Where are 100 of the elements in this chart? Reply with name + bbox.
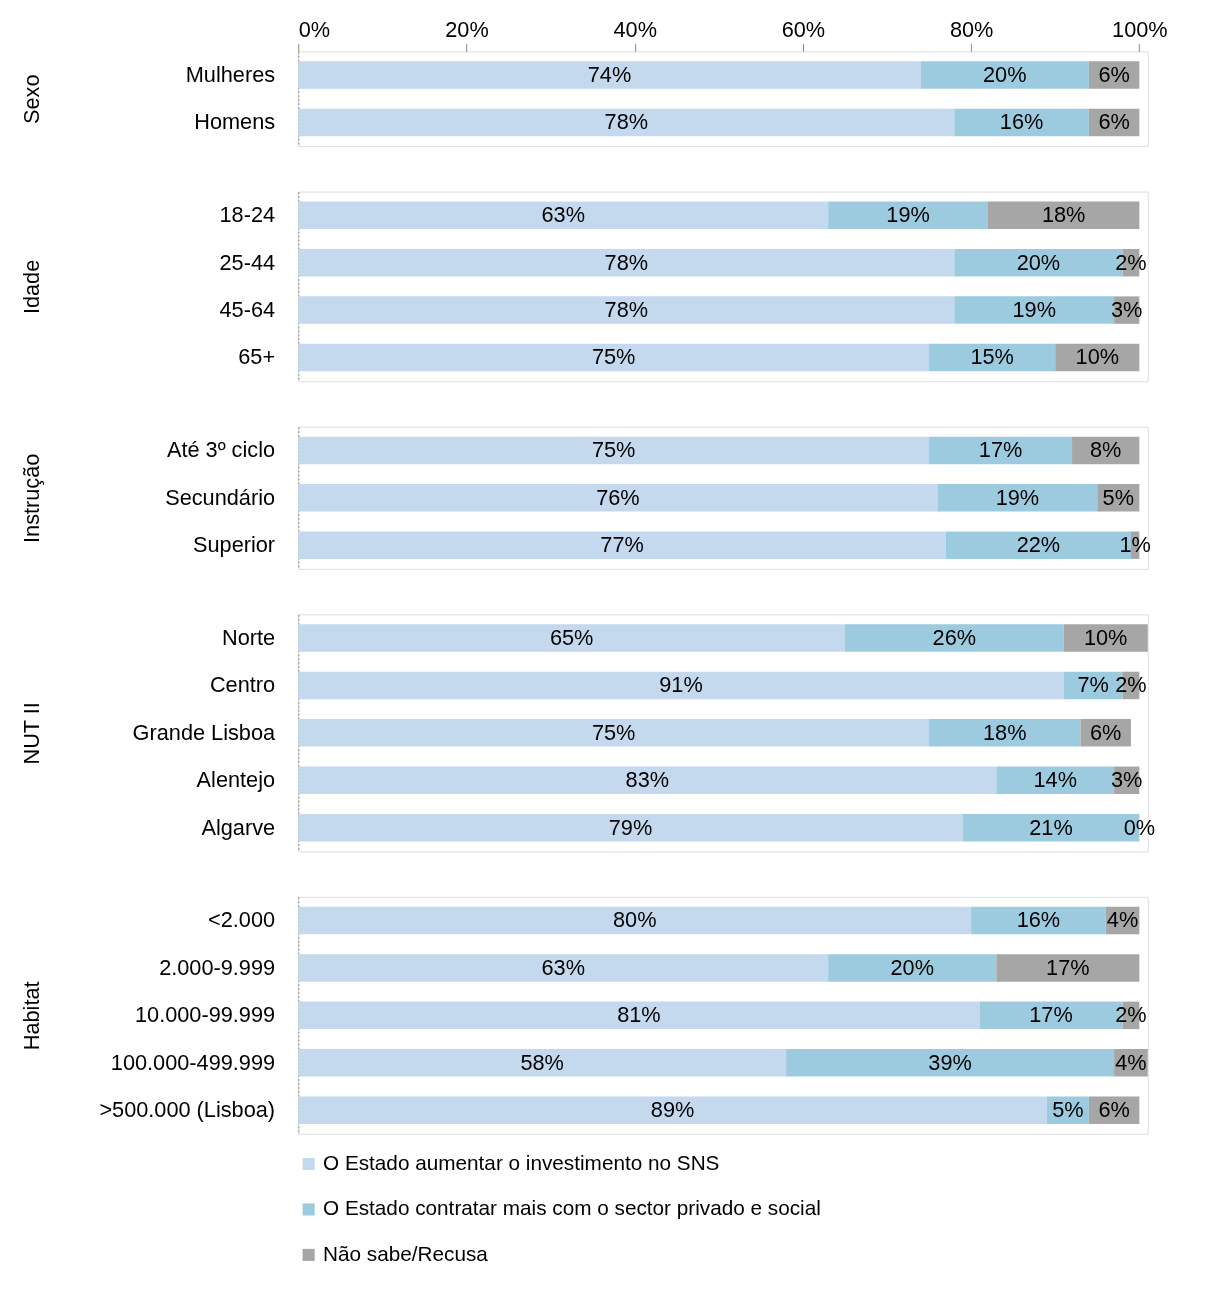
data-label: 10% — [1083, 624, 1128, 650]
data-label: 75% — [591, 719, 636, 745]
data-label: 81% — [617, 1002, 661, 1028]
data-label: 6% — [1098, 1097, 1130, 1123]
bar — [298, 671, 1064, 700]
y-axis-title: Habitat — [19, 981, 45, 1051]
data-label: 2% — [1115, 1002, 1147, 1028]
x-tick-label: 60% — [781, 17, 826, 43]
data-label: 21% — [1029, 814, 1073, 840]
y-tick-label: 18-24 — [219, 202, 276, 228]
bar — [298, 201, 829, 230]
data-label: 7% — [1077, 672, 1109, 698]
y-axis-title: Idade — [19, 259, 45, 315]
data-label: 15% — [970, 344, 1014, 370]
y-axis-title: Instrução — [19, 453, 45, 543]
bar — [298, 484, 938, 512]
data-label: 63% — [541, 202, 585, 228]
bar — [298, 813, 963, 842]
y-tick-label: Grande Lisboa — [132, 719, 276, 745]
data-label: 26% — [932, 624, 977, 650]
y-tick-label: Até 3º ciclo — [166, 437, 276, 463]
data-label: 6% — [1090, 719, 1122, 745]
data-label: 16% — [1016, 907, 1061, 933]
bar — [298, 61, 921, 89]
data-label: 18% — [983, 719, 1027, 745]
x-tick-label: 100% — [1112, 17, 1168, 43]
data-label: 19% — [1012, 297, 1056, 323]
bar — [298, 766, 997, 795]
data-label: 19% — [886, 202, 930, 228]
x-tick-label: 80% — [949, 17, 994, 43]
y-tick-label: Mulheres — [185, 61, 276, 87]
y-tick-label: 2.000-9.999 — [159, 954, 276, 980]
y-tick-label: Superior — [192, 532, 276, 558]
bar — [298, 1096, 1047, 1124]
data-label: 1% — [1119, 532, 1151, 558]
data-label: 4% — [1115, 1049, 1147, 1075]
y-tick-label: <2.000 — [208, 907, 276, 933]
x-tick-label: 20% — [445, 17, 489, 43]
data-label: 20% — [983, 61, 1027, 87]
data-label: 5% — [1052, 1097, 1084, 1123]
data-label: 2% — [1115, 249, 1147, 275]
data-label: 91% — [659, 672, 703, 698]
data-label: 75% — [591, 437, 636, 463]
data-label: 58% — [520, 1049, 564, 1075]
data-label: 6% — [1098, 61, 1130, 87]
bar — [929, 436, 1073, 465]
bar — [996, 954, 1140, 982]
bar — [298, 1049, 787, 1077]
y-tick-label: 10.000-99.999 — [134, 1002, 276, 1028]
y-axis-title: NUT II — [19, 702, 45, 765]
y-tick-label: 25-44 — [219, 249, 276, 275]
data-label: 3% — [1111, 297, 1143, 323]
y-tick-label: Homens — [194, 109, 276, 135]
data-label: 77% — [600, 532, 644, 558]
bar — [298, 906, 972, 935]
data-label: 17% — [1046, 954, 1090, 980]
bar — [298, 296, 955, 324]
data-label: 78% — [604, 249, 649, 275]
bar — [298, 248, 955, 277]
data-label: 22% — [1016, 532, 1061, 558]
data-label: 80% — [612, 907, 657, 933]
bar — [844, 624, 1064, 652]
data-label: 2% — [1115, 672, 1147, 698]
data-label: 83% — [625, 767, 670, 793]
y-tick-label: >500.000 (Lisboa) — [99, 1097, 276, 1123]
data-label: 79% — [608, 814, 653, 840]
x-tick-label: 40% — [613, 17, 657, 43]
bar — [920, 61, 1089, 89]
bar — [828, 954, 997, 982]
bar — [298, 531, 946, 559]
data-label: 8% — [1090, 437, 1122, 463]
data-label: 5% — [1102, 484, 1135, 510]
bar — [298, 719, 930, 747]
y-tick-label: Centro — [209, 672, 276, 698]
bar — [929, 719, 1081, 747]
data-label: 0% — [1123, 814, 1156, 840]
data-label: 17% — [1029, 1002, 1073, 1028]
legend-label: Não sabe/Recusa — [322, 1241, 489, 1265]
bar — [937, 484, 1098, 512]
data-label: 20% — [1016, 249, 1061, 275]
data-label: 89% — [650, 1097, 695, 1123]
data-label: 14% — [1033, 767, 1077, 793]
y-axis-title: Sexo — [19, 74, 45, 124]
data-label: 63% — [541, 954, 585, 980]
y-tick-label: 100.000-499.999 — [110, 1049, 276, 1075]
data-label: 39% — [928, 1049, 972, 1075]
data-label: 20% — [890, 954, 934, 980]
data-label: 10% — [1075, 344, 1120, 370]
data-label: 19% — [995, 484, 1040, 510]
y-tick-label: Algarve — [201, 814, 276, 840]
bar — [298, 343, 930, 372]
data-label: 75% — [591, 344, 636, 370]
y-tick-label: Norte — [221, 624, 276, 650]
data-label: 18% — [1041, 202, 1086, 228]
y-tick-label: Secundário — [165, 484, 276, 510]
bar — [298, 1001, 980, 1030]
data-label: 74% — [587, 61, 632, 87]
bar — [298, 436, 930, 465]
y-tick-label: 45-64 — [219, 297, 276, 323]
data-label: 65% — [549, 624, 594, 650]
